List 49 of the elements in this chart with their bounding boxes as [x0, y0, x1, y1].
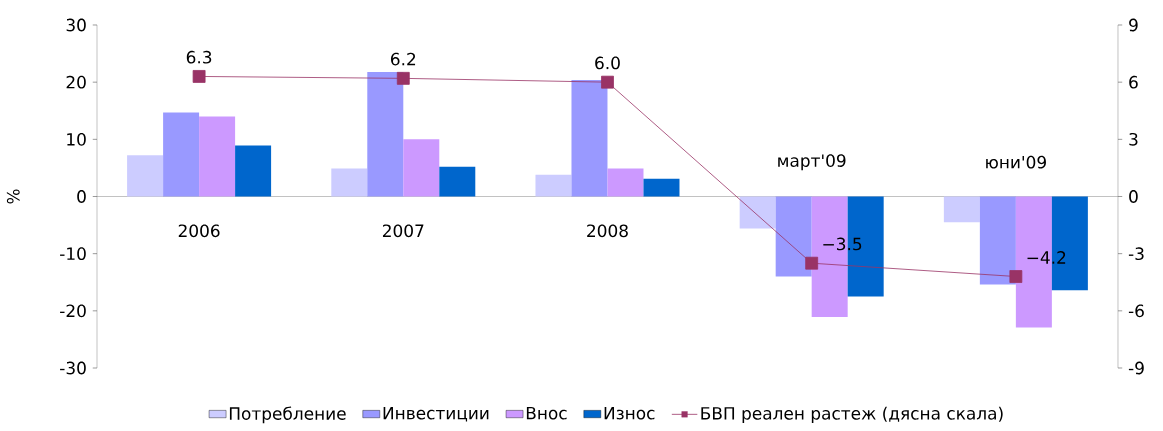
y2-tick-label: -3 [1128, 247, 1144, 261]
x-tick-label: март'09 [778, 154, 846, 171]
bar [643, 178, 680, 197]
y2-tick-label: 0 [1129, 190, 1138, 203]
bar [979, 196, 1016, 285]
y-axis-title: % [6, 189, 20, 204]
legend-label: Инвестиции [383, 406, 489, 422]
bar [943, 196, 980, 223]
bar [331, 168, 368, 197]
bar [439, 166, 476, 197]
bar [571, 79, 608, 197]
y2-tick-label: 9 [1129, 18, 1138, 32]
point [1009, 270, 1023, 283]
x-tick-label: юни'09 [986, 155, 1046, 169]
data-label: 6.0 [595, 56, 620, 70]
data-label: 6.3 [186, 50, 212, 64]
bar [775, 196, 812, 277]
bar [235, 145, 272, 197]
bar [367, 71, 404, 197]
point [192, 70, 206, 83]
bar [607, 168, 644, 197]
bar [535, 174, 572, 197]
bar [403, 139, 440, 197]
y2-tick-label: 3 [1129, 132, 1138, 146]
y-tick-label: -10 [60, 247, 86, 261]
bar [127, 155, 164, 197]
y2-tick-label: -6 [1128, 304, 1144, 318]
legend-label: БВП реален растеж (дясна скала) [701, 406, 1003, 424]
y-tick-label: 20 [66, 75, 86, 89]
x-tick-label: 2007 [382, 224, 424, 238]
data-label: 6.2 [391, 52, 416, 66]
bar [163, 112, 200, 197]
y-tick-label: 30 [66, 18, 86, 32]
point [805, 256, 819, 270]
y-tick-label: -20 [60, 304, 86, 318]
legend-label: Потребление [229, 406, 346, 424]
x-tick-label: 2006 [178, 224, 220, 238]
x-tick-label: 2008 [587, 224, 628, 238]
point [396, 71, 410, 85]
bar [199, 116, 236, 197]
y2-tick-label: 6 [1129, 75, 1138, 89]
point [601, 75, 614, 89]
y2-tick-label: -9 [1128, 361, 1144, 375]
y-tick-label: 10 [67, 132, 86, 146]
bar [739, 196, 776, 229]
legend-label: Внос [526, 406, 567, 420]
legend-label: Износ [604, 406, 655, 420]
y-tick-label: 0 [77, 190, 86, 203]
y-tick-label: -30 [60, 361, 86, 375]
